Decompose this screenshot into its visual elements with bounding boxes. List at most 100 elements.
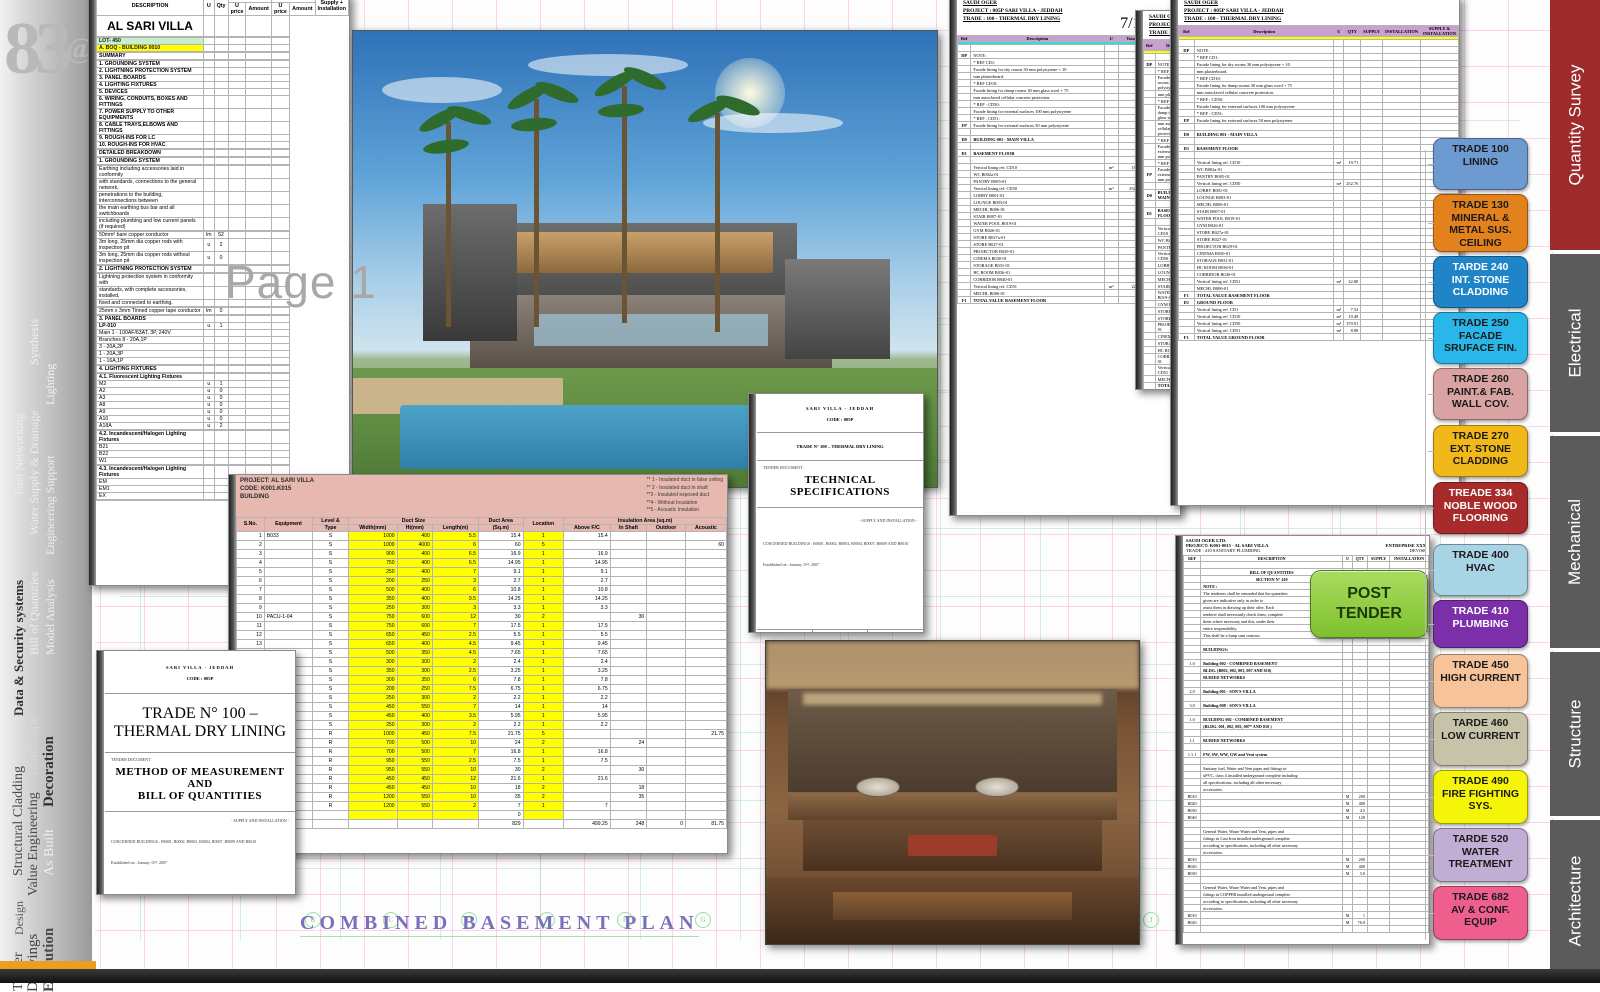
boq-qty-cell <box>1343 242 1362 250</box>
table-cell <box>312 818 349 829</box>
table-cell: 950 <box>347 755 398 766</box>
method-of-measurement-document[interactable]: SARI VILLA - JEDDAH CODE : 005P TRADE N°… <box>96 650 296 895</box>
trade-chip[interactable]: TRADE 250 FACADE SRUFACE FIN. <box>1433 312 1528 364</box>
plumbing-qty: 400 <box>1351 799 1368 807</box>
table-cell: 2.2 <box>477 692 524 703</box>
boq-ref-cell <box>1178 186 1195 194</box>
trade-chip[interactable]: TRADE 270 EXT. STONE CLADDING <box>1433 425 1528 477</box>
trade-chip-name: LOW CURRENT <box>1441 729 1520 742</box>
table-cell: 17.5 <box>477 620 524 631</box>
plumbing-qty <box>1351 736 1368 744</box>
table-cell <box>1360 263 1383 271</box>
trade-chip[interactable]: TRADE 682 AV & CONF. EQUIP <box>1433 886 1528 940</box>
boq-ref-cell <box>956 100 972 108</box>
boq-ref-cell: D1 <box>1178 144 1195 152</box>
boq-electrical-document[interactable]: DESCRIPTIONUQtySUPPLYINSTALLATIONSupply … <box>88 0 350 586</box>
table-cell: 10 <box>431 782 479 793</box>
boq-unit-cell <box>1103 156 1119 164</box>
boq-ref-cell <box>1143 250 1156 262</box>
table-cell <box>1381 39 1421 47</box>
table-cell <box>227 322 247 330</box>
trade-chip[interactable]: TRADE 260 PAINT.& FAB. WALL COV. <box>1433 368 1528 420</box>
table-cell <box>270 401 291 409</box>
discipline-tab[interactable]: Structure <box>1550 652 1600 818</box>
trade-chip[interactable]: TARDE 240 INT. STONE CLADDING <box>1433 256 1528 308</box>
boq-unit-cell <box>1333 249 1345 257</box>
trade-chip[interactable]: TREADE 334 NOBLE WOOD FLOORING <box>1433 482 1528 534</box>
plumbing-unit <box>1342 638 1353 646</box>
plumbing-desc <box>1200 792 1344 800</box>
table-row: PANTRY B005-01 <box>1178 172 1459 180</box>
table-row: 4. LIGHTING FIXTURES <box>95 365 349 373</box>
trade-chip[interactable]: TARDE 460 LOW CURRENT <box>1433 712 1528 766</box>
left-keyword: Landscape <box>26 716 41 776</box>
table-cell-unit <box>203 286 215 300</box>
trade-chip[interactable]: TRADE 490 FIRE FIGHTING SYS. <box>1433 770 1528 824</box>
mom-project-block: SARI VILLA - JEDDAH CODE : 005P <box>105 651 295 694</box>
table-cell: 14.95 <box>477 557 524 568</box>
technical-specifications-document[interactable]: SARI VILLA - JEDDAH CODE : 005P TRADE N°… <box>748 393 924 633</box>
trade-chip[interactable]: TRADE 410 PLUMBING <box>1433 600 1528 648</box>
table-cell: 17.5 <box>563 620 611 631</box>
boq-qty-cell <box>1343 116 1362 124</box>
table-row: A10 u 0 <box>95 415 349 423</box>
discipline-tab-rail: Quantity Survey Electrical Mechanical Struc… <box>1550 0 1600 983</box>
table-cell <box>1389 645 1429 653</box>
table-row: 5 S 250 400 7 9.1 1 9.1 <box>236 566 727 577</box>
plumbing-ref <box>1182 848 1202 856</box>
table-cell: 3.3 <box>477 602 524 613</box>
table-cell <box>1366 666 1391 674</box>
column-header: Qty <box>213 0 229 16</box>
plumbing-qty <box>1351 925 1368 933</box>
table-cell <box>213 95 229 109</box>
boq-ref-cell <box>1178 151 1195 159</box>
boq-ref-cell <box>1143 74 1156 91</box>
discipline-tab[interactable]: Mechanical <box>1550 436 1600 650</box>
table-cell: 500 <box>396 746 433 757</box>
boq-thermal-document-d[interactable]: SAUDI OGER PROJECT : 005P SARI VILLA - JE… <box>1170 0 1460 506</box>
table-cell <box>1360 95 1383 103</box>
table-cell <box>1389 708 1429 716</box>
table-cell <box>245 408 272 416</box>
trade-chip[interactable]: TRADE 130 MINERAL & METAL SUS. CEILING <box>1433 194 1528 252</box>
table-cell-description: Lightning protection system in conformit… <box>95 273 205 287</box>
plumbing-ref <box>1182 708 1202 716</box>
discipline-tab[interactable]: Quantity Survey <box>1550 0 1600 252</box>
table-cell <box>203 373 215 381</box>
table-cell <box>684 791 727 802</box>
trade-chip-name: FIRE FIGHTING SYS. <box>1442 787 1519 813</box>
table-cell <box>227 408 247 416</box>
table-cell: 30 <box>477 611 524 622</box>
ts-verified-by: VERIFIED BY : <box>813 630 869 632</box>
ts-title-block: TENDER DOCUMENT : TECHNICAL SPECIFICATIO… <box>757 461 923 508</box>
table-cell: R <box>312 755 349 766</box>
trade-chip[interactable]: TARDE 520 WATER TREATMENT <box>1433 828 1528 882</box>
render-building-left-wing <box>423 204 517 342</box>
discipline-tab[interactable]: Architecture <box>1550 820 1600 983</box>
trade-chip[interactable]: TRADE 400 HVAC <box>1433 544 1528 596</box>
trade-chip[interactable]: TRADE 100 LINING <box>1433 138 1528 190</box>
boq-qty-cell <box>1343 228 1362 236</box>
boq-unit-cell <box>1103 86 1119 94</box>
duct-schedule-document[interactable]: PROJECT: AL SARI VILLA CODE: K001.K015 BUI… <box>228 474 728 854</box>
table-cell <box>270 238 291 252</box>
boq-desc-cell: mm plasterboard. <box>1193 67 1335 75</box>
boq-desc-cell: mm plasterboard. <box>970 72 1105 80</box>
boq-ref-cell <box>956 114 972 122</box>
plumbing-ref <box>1182 589 1202 597</box>
boq-ref-cell <box>1178 326 1195 334</box>
table-cell <box>684 638 727 649</box>
trade-chip[interactable]: TRADE 450 HIGH CURRENT <box>1433 654 1528 708</box>
post-tender-button[interactable]: POST TENDER <box>1310 570 1428 638</box>
boq-desc-cell: STORAGE B031-01 <box>970 261 1105 269</box>
trade-chip-name: MINERAL & METAL SUS. CEILING <box>1449 211 1512 249</box>
table-row: 8 S 350 400 9.5 14.25 1 14.25 <box>236 593 727 604</box>
table-cell-description: 25mm x 3mm Tinned copper tape conductor <box>95 307 205 315</box>
discipline-tab[interactable]: Electrical <box>1550 254 1600 434</box>
document-spine <box>950 0 957 515</box>
table-cell <box>609 620 648 631</box>
plumbing-unit <box>1342 841 1353 849</box>
plumbing-qty <box>1351 757 1368 765</box>
